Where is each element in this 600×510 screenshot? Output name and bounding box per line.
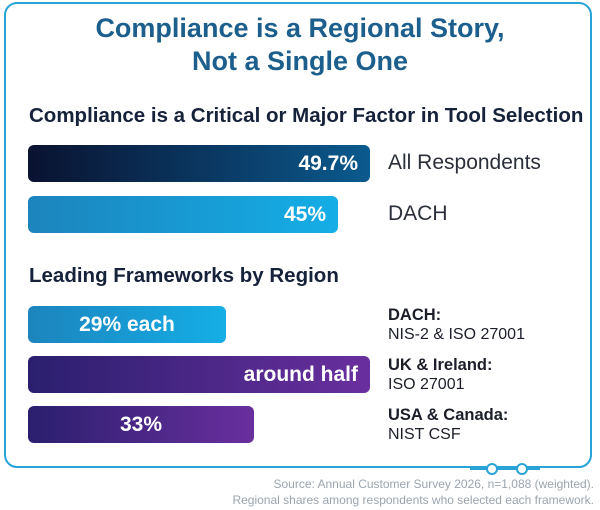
main-title-line1: Compliance is a Regional Story, xyxy=(95,13,505,43)
bar-all-respondents: 49.7% xyxy=(28,145,370,182)
main-title-line2: Not a Single One xyxy=(191,46,409,76)
main-title: Compliance is a Regional Story, Not a Si… xyxy=(0,12,600,78)
region-frameworks-usa-canada: NIST CSF xyxy=(388,426,461,443)
region-label-dach: DACH: NIS-2 & ISO 27001 xyxy=(388,305,525,345)
decorative-dot-left xyxy=(486,463,498,475)
bar-label-dach: DACH xyxy=(388,202,448,225)
region-name-usa-canada: USA & Canada: xyxy=(388,406,509,424)
footnote-note: Regional shares among respondents who se… xyxy=(232,493,594,507)
decorative-dot-right xyxy=(516,463,528,475)
region-name-dach: DACH: xyxy=(388,306,442,324)
decorative-connector-line xyxy=(470,468,540,470)
bar-usa-canada: 33% xyxy=(28,406,254,443)
infographic-card xyxy=(4,2,592,468)
bar-uk-ireland: around half xyxy=(28,356,370,393)
section-title-frameworks: Leading Frameworks by Region xyxy=(29,264,339,287)
region-frameworks-dach: NIS-2 & ISO 27001 xyxy=(388,326,525,343)
section-title-tool-selection: Compliance is a Critical or Major Factor… xyxy=(29,104,584,127)
region-label-usa-canada: USA & Canada: NIST CSF xyxy=(388,405,508,445)
bar-dach-compliance: 45% xyxy=(28,196,338,233)
bar-dach-frameworks: 29% each xyxy=(28,306,226,343)
region-name-uk-ireland: UK & Ireland: xyxy=(388,356,493,374)
region-label-uk-ireland: UK & Ireland: ISO 27001 xyxy=(388,355,493,395)
region-frameworks-uk-ireland: ISO 27001 xyxy=(388,376,465,393)
bar-label-all-respondents: All Respondents xyxy=(388,151,541,174)
footnote-source: Source: Annual Customer Survey 2026, n=1… xyxy=(273,477,594,491)
